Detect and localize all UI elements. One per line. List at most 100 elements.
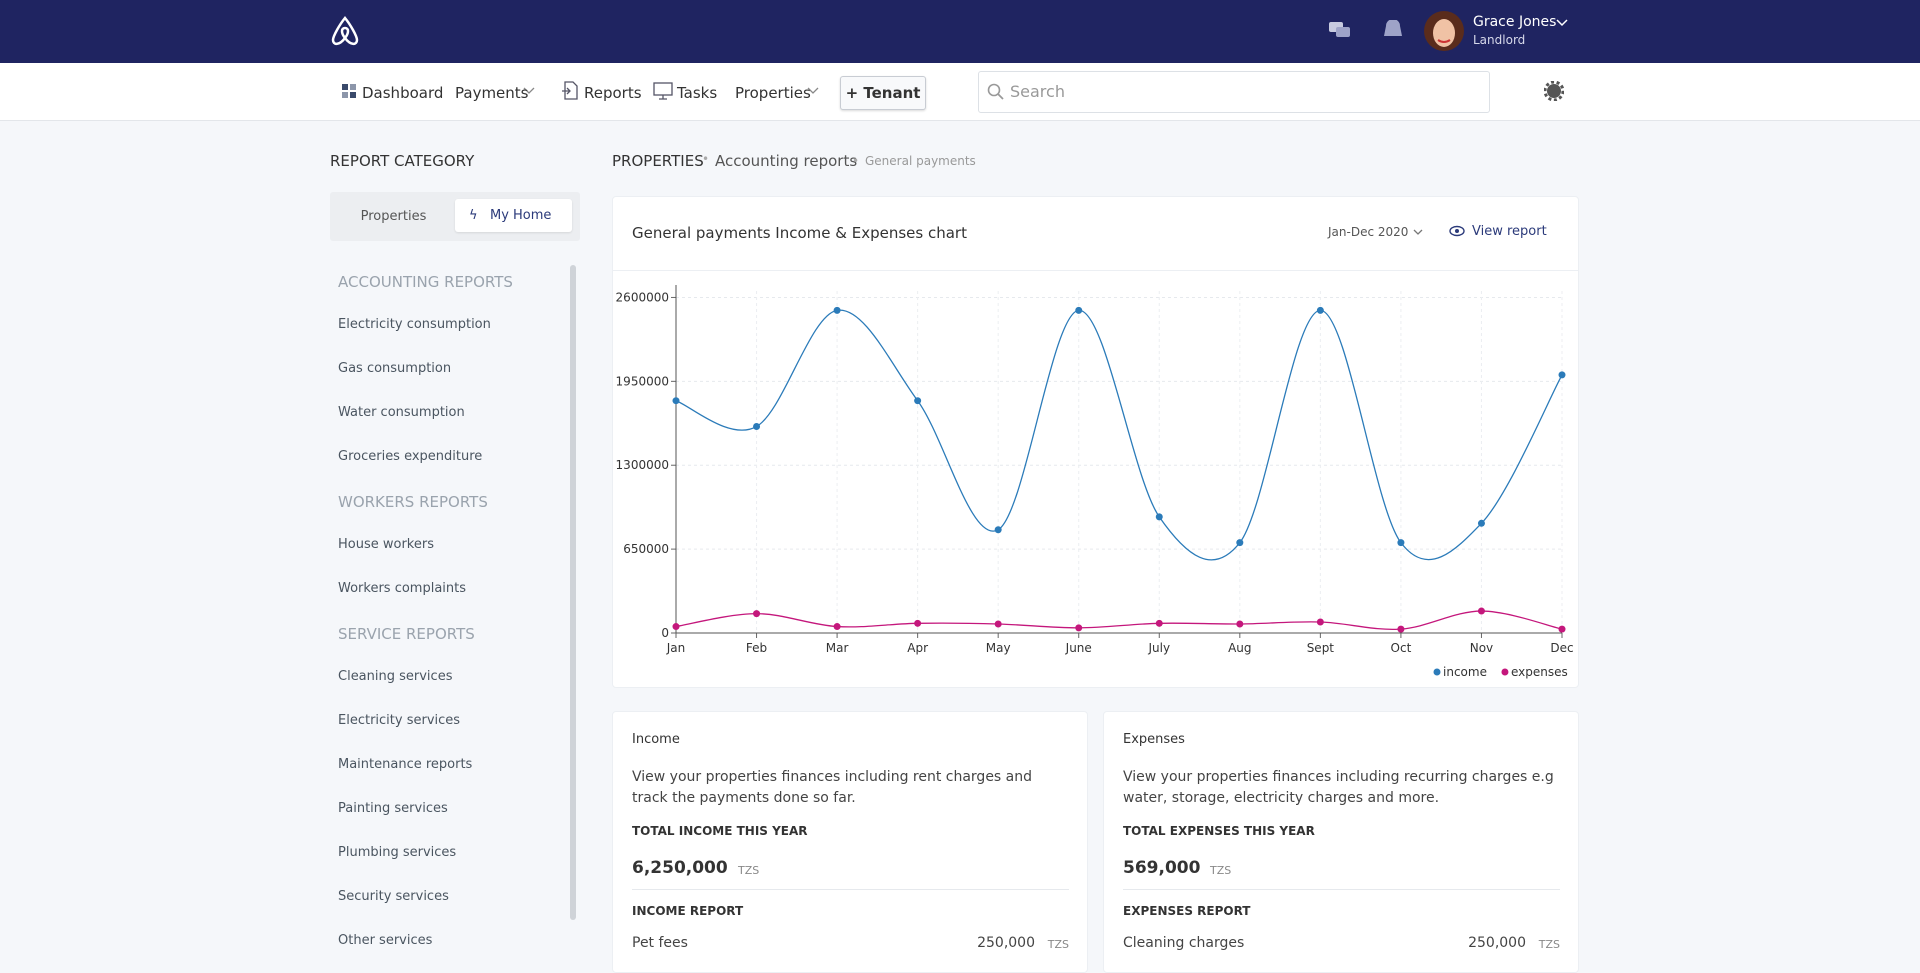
sidebar-item[interactable]: Cleaning services <box>338 669 453 684</box>
dashboard-icon <box>342 84 356 98</box>
summary-card: Income View your properties finances incl… <box>612 711 1088 973</box>
x-tick-label: Apr <box>907 641 928 655</box>
nav-dashboard[interactable]: Dashboard <box>362 84 444 102</box>
sidebar-list: ACCOUNTING REPORTS Electricity consumptio… <box>330 263 580 953</box>
row-amount: 250,000 <box>977 935 1035 951</box>
messages-icon[interactable] <box>1328 20 1352 42</box>
notifications-icon[interactable] <box>1380 20 1406 42</box>
nav-payments[interactable]: Payments <box>455 84 529 102</box>
sidebar-group-title: SERVICE REPORTS <box>338 625 475 643</box>
sidebar-group-title: WORKERS REPORTS <box>338 493 488 511</box>
data-point <box>753 423 761 431</box>
card-description: View your properties finances including … <box>632 769 1033 806</box>
data-point <box>1477 519 1485 527</box>
nav-tasks[interactable]: Tasks <box>677 84 718 102</box>
view-report-link[interactable]: View report <box>1472 224 1547 239</box>
legend-marker <box>1501 668 1509 676</box>
data-point <box>1558 625 1566 633</box>
search-box[interactable]: Search <box>978 71 1490 113</box>
divider <box>1123 889 1560 890</box>
data-point <box>672 397 680 405</box>
y-tick-label: 2600000 <box>616 290 669 304</box>
currency: TZS <box>1210 864 1232 877</box>
chart-card <box>612 196 1579 688</box>
card-title: Expenses <box>1123 732 1185 747</box>
divider <box>632 889 1069 890</box>
user-role: Landlord <box>1473 33 1526 47</box>
payments-caret[interactable] <box>523 87 535 95</box>
data-point <box>914 397 922 405</box>
user-name[interactable]: Grace Jones <box>1473 14 1557 30</box>
breadcrumb-1[interactable]: PROPERTIES <box>612 152 704 170</box>
tab-group: Properties ϟ My Home <box>330 192 580 241</box>
data-point <box>1155 619 1163 627</box>
top-bar: Grace Jones Landlord <box>0 0 1920 63</box>
data-point <box>833 306 841 314</box>
x-tick-label: May <box>986 641 1011 655</box>
sidebar-item[interactable]: Groceries expenditure <box>338 449 483 464</box>
eye-icon <box>1449 225 1465 237</box>
avatar[interactable] <box>1424 11 1464 51</box>
nav-bar: + Tenant Search <box>0 63 1920 121</box>
sidebar-title: REPORT CATEGORY <box>330 152 475 170</box>
legend-marker <box>1433 668 1441 676</box>
sidebar-item[interactable]: Plumbing services <box>338 845 457 860</box>
tab-properties[interactable]: Properties <box>360 209 427 224</box>
separator: • <box>852 154 860 168</box>
data-point <box>833 623 841 631</box>
scrollbar[interactable] <box>570 265 576 920</box>
add-tenant-button[interactable]: + Tenant <box>840 76 926 110</box>
x-tick-label: Nov <box>1470 641 1493 655</box>
row-currency: TZS <box>1538 938 1560 951</box>
sidebar-item[interactable]: Gas consumption <box>338 361 452 376</box>
x-tick-label: Aug <box>1228 641 1251 655</box>
sidebar-item[interactable]: Electricity services <box>338 713 461 728</box>
sidebar-item[interactable]: Maintenance reports <box>338 757 473 772</box>
x-tick-label: June <box>1065 641 1092 655</box>
nav-properties[interactable]: Properties <box>735 84 811 102</box>
y-tick-label: 0 <box>661 626 669 640</box>
card-title: Income <box>632 732 680 747</box>
series-line <box>675 309 1563 561</box>
y-tick-label: 650000 <box>623 542 669 556</box>
reports-icon <box>562 81 578 100</box>
currency: TZS <box>738 864 760 877</box>
data-point <box>994 526 1002 534</box>
data-point <box>1558 371 1566 379</box>
x-tick-label: Sept <box>1307 641 1335 655</box>
card-description: View your properties finances including … <box>1123 769 1554 806</box>
chart-title: General payments Income & Expenses chart <box>632 224 967 242</box>
nav-reports[interactable]: Reports <box>584 84 642 102</box>
data-point <box>1155 513 1163 521</box>
divider <box>612 270 1578 271</box>
user-menu-caret[interactable] <box>1556 18 1568 28</box>
breadcrumb-3: General payments <box>865 154 976 168</box>
data-point <box>914 619 922 627</box>
data-point <box>1075 306 1083 314</box>
search-icon <box>987 83 1004 100</box>
sidebar-item[interactable]: Other services <box>338 933 433 948</box>
period-select[interactable]: Jan-Dec 2020 <box>1328 225 1409 239</box>
legend-label: expenses <box>1511 665 1568 679</box>
period-caret[interactable] <box>1413 229 1423 236</box>
report-label: EXPENSES REPORT <box>1123 904 1251 918</box>
breadcrumb-2[interactable]: Accounting reports <box>715 152 858 170</box>
data-point <box>1397 539 1405 547</box>
settings-icon[interactable] <box>1544 81 1564 101</box>
data-point <box>753 610 761 618</box>
total-label: TOTAL EXPENSES THIS YEAR <box>1123 824 1315 838</box>
sidebar-item[interactable]: Security services <box>338 889 449 904</box>
data-point <box>1236 539 1244 547</box>
report-label: INCOME REPORT <box>632 904 744 918</box>
sidebar-item[interactable]: Painting services <box>338 801 448 816</box>
x-tick-label: July <box>1147 641 1170 655</box>
tab-my-home[interactable]: ϟ My Home <box>455 199 572 232</box>
sidebar-item[interactable]: Electricity consumption <box>338 317 491 332</box>
sidebar-item[interactable]: House workers <box>338 537 434 552</box>
sidebar-item[interactable]: Water consumption <box>338 405 465 420</box>
data-point <box>1316 306 1324 314</box>
sidebar-item[interactable]: Workers complaints <box>338 581 467 596</box>
logo[interactable] <box>328 14 362 48</box>
properties-caret[interactable] <box>807 87 819 95</box>
x-tick-label: Dec <box>1550 641 1573 655</box>
